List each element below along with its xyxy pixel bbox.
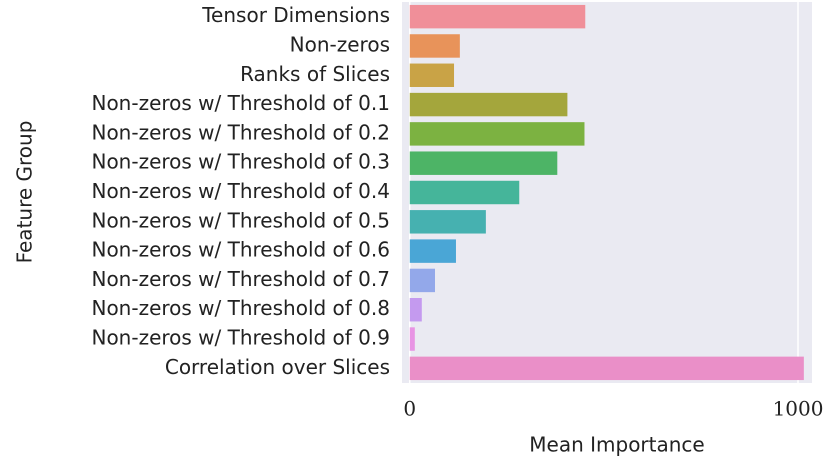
bar — [409, 4, 586, 29]
y-tick-label: Non-zeros w/ Threshold of 0.6 — [91, 238, 390, 262]
bar — [409, 92, 568, 117]
y-tick-label: Non-zeros w/ Threshold of 0.9 — [91, 326, 390, 350]
y-tick-label: Non-zeros w/ Threshold of 0.7 — [91, 267, 390, 291]
y-tick-label: Non-zeros w/ Threshold of 0.1 — [91, 91, 390, 115]
y-tick-label: Non-zeros w/ Threshold of 0.8 — [91, 296, 390, 320]
bar — [409, 356, 804, 381]
x-tick-label: 0 — [403, 397, 416, 421]
bar — [409, 327, 415, 351]
x-tick-label: 1000 — [773, 397, 824, 421]
y-axis-label: Feature Group — [13, 121, 37, 264]
bar — [409, 180, 520, 205]
x-axis-label: Mean Importance — [529, 433, 704, 457]
bar — [409, 210, 486, 234]
bar — [409, 239, 456, 263]
bar — [409, 298, 422, 322]
bar — [409, 34, 460, 58]
y-tick-label: Tensor Dimensions — [201, 3, 390, 27]
y-tick-label: Non-zeros w/ Threshold of 0.2 — [91, 120, 390, 144]
bar — [409, 63, 455, 87]
y-tick-label: Ranks of Slices — [240, 62, 390, 86]
y-tick-label: Non-zeros w/ Threshold of 0.5 — [91, 208, 390, 232]
bar — [409, 122, 585, 146]
y-tick-label: Non-zeros — [290, 32, 390, 56]
bar — [409, 268, 436, 293]
y-tick-label: Non-zeros w/ Threshold of 0.4 — [91, 179, 390, 203]
y-tick-label: Non-zeros w/ Threshold of 0.3 — [91, 150, 390, 174]
bar — [409, 151, 558, 175]
y-tick-label: Correlation over Slices — [165, 355, 390, 379]
